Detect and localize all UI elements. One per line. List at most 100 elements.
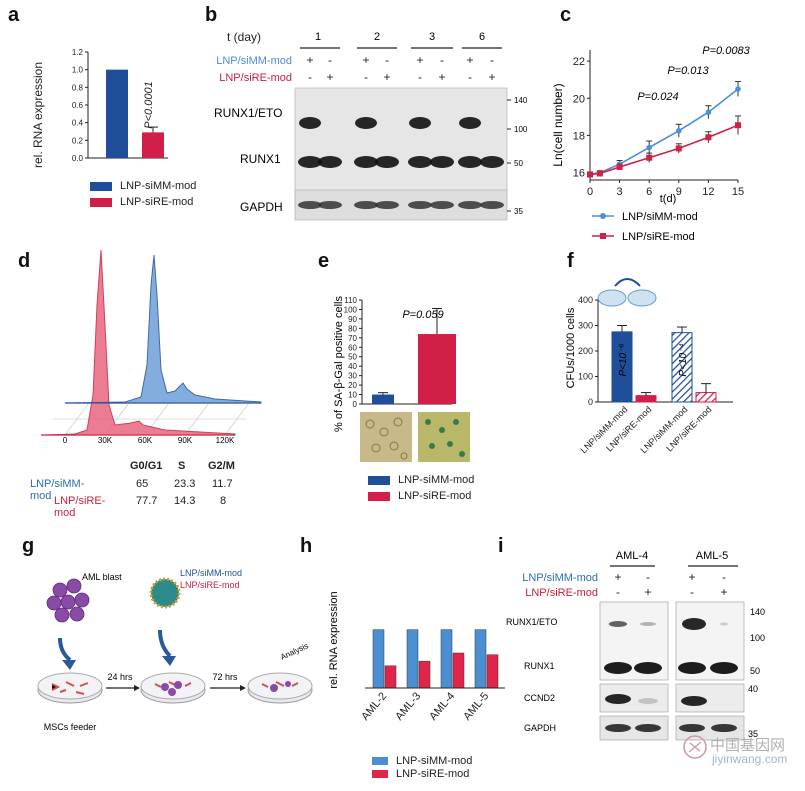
row-label-sire: LNP/siRE-mod [525, 587, 598, 599]
bar [372, 394, 394, 404]
panel-e-ylabel: % of SA-β-Gal positive cells [333, 296, 345, 432]
legend-label: LNP/siRE-mod [622, 231, 695, 243]
table-cell: 11.7 [212, 478, 233, 490]
data-point [646, 144, 652, 151]
band-gapdh [458, 201, 482, 209]
dish-icon [140, 672, 206, 704]
band-ccnd2 [638, 698, 658, 704]
x-tick-label: 12 [702, 186, 714, 198]
panel-label-c: c [560, 4, 572, 26]
panel-c-pvalue-3: P=0.0083 [702, 45, 750, 57]
data-point [735, 86, 741, 92]
data-point [587, 171, 593, 178]
bar [486, 654, 499, 689]
lnp-particle-icon [149, 577, 181, 609]
blot-label-gapdh: GAPDH [240, 200, 283, 214]
band-runx1eto [355, 117, 377, 129]
band-gapdh [375, 201, 399, 209]
y-tick-label: 1.0 [72, 66, 84, 75]
legend-label: LNP-siMM-mod [398, 474, 475, 486]
panel-f-pvalue-2: P<10⁻⁴ [678, 343, 689, 376]
lnp-label-1: LNP/siMM-mod [180, 568, 242, 578]
panel-e-pvalue: P=0.059 [402, 309, 443, 321]
table-cell: 8 [220, 495, 227, 507]
lane-mark: + [488, 70, 495, 84]
lane-mark: + [466, 53, 473, 67]
lane-mark: - [646, 570, 650, 584]
day-label-3: 3 [429, 31, 435, 43]
feeder-label: MSCs feeder [44, 722, 97, 732]
y-tick-label: 60 [348, 343, 357, 352]
panel-label-i: i [498, 535, 504, 557]
y-tick-label: 110 [344, 296, 357, 305]
panel-d-histogram: 0 30K 60K 90K 120K [41, 249, 262, 445]
y-tick-label: 0.0 [72, 154, 84, 163]
panel-c-legend: LNP/siMM-mod LNP/siRE-mod [592, 211, 698, 243]
bar [106, 69, 128, 158]
marker-100: 100 [514, 125, 528, 134]
y-tick-label: 300 [578, 321, 593, 331]
lane-mark: - [468, 70, 472, 84]
band-gapdh [298, 201, 322, 209]
band-runx1 [298, 156, 322, 168]
x-tick-label: 3 [617, 186, 623, 198]
dish-icon [247, 672, 313, 704]
lane-mark: - [690, 585, 694, 599]
x-tick-label: AML-5 [461, 690, 491, 723]
marker-140: 140 [514, 96, 528, 105]
panel-label-h: h [300, 535, 313, 557]
legend-label: LNP-siMM-mod [120, 180, 197, 192]
band-runx1 [480, 156, 504, 168]
micrograph-simm [360, 412, 412, 462]
y-tick-label: 200 [578, 346, 593, 356]
lane-mark: - [308, 70, 312, 84]
watermark-logo-icon [682, 734, 708, 765]
y-tick-label: 0.6 [72, 101, 84, 110]
table-header: S [178, 460, 186, 472]
d-xtick: 90K [178, 436, 193, 445]
panel-h-legend-item-1: LNP-siMM-mod [372, 755, 472, 767]
panel-f-chart: 0100200300400LNP/siMM-modLNP/siRE-modLNP… [565, 278, 733, 455]
x-tick-label: 6 [646, 186, 652, 198]
x-tick-label: 15 [732, 186, 744, 198]
panel-label-g: g [22, 535, 35, 557]
panel-a-ylabel: rel. RNA expression [31, 62, 45, 168]
panel-a-pvalue: P<0.0001 [143, 81, 155, 128]
day-label-2: 2 [374, 31, 380, 43]
y-tick-label: 20 [348, 381, 357, 390]
lane-mark: + [438, 70, 445, 84]
marker-140: 140 [750, 607, 765, 617]
lane-mark: - [418, 70, 422, 84]
x-tick-label: 0 [587, 186, 593, 198]
y-tick-label: 30 [348, 372, 357, 381]
blot-label-gapdh: GAPDH [524, 723, 556, 733]
lane-mark: - [440, 53, 444, 67]
lane-mark: + [362, 53, 369, 67]
down-arrow-icon [58, 637, 72, 662]
legend-label: LNP-siRE-mod [396, 768, 470, 780]
y-tick-label: 0.4 [72, 119, 84, 128]
lane-mark: + [326, 70, 333, 84]
marker-50: 50 [514, 159, 523, 168]
panel-c-chart: 16 18 20 22 0 3 6 9 12 15 Ln(cell number) t(d) P=… [551, 45, 751, 205]
lane-mark: + [614, 570, 621, 584]
band-gapdh [635, 724, 661, 732]
dish-icon [597, 289, 627, 307]
panel-e-legend-item-1: LNP-siMM-mod [368, 474, 474, 486]
data-point [596, 170, 603, 177]
y-tick-label: 16 [573, 168, 585, 180]
x-tick-label: 9 [676, 186, 682, 198]
lane-mark: - [328, 53, 332, 67]
y-tick-label: 22 [573, 56, 585, 68]
bar [695, 392, 717, 403]
bar [635, 395, 657, 403]
y-tick-label: 0.8 [72, 83, 84, 92]
bar [418, 334, 456, 404]
band-runx1 [604, 662, 632, 674]
legend-swatch [90, 181, 112, 191]
band-gapdh [354, 201, 378, 209]
watermark-cn: 中国基因网 [710, 737, 786, 754]
panel-e-legend-item-2: LNP-siRE-mod [368, 490, 471, 502]
d-xtick: 120K [216, 436, 235, 445]
histogram-sire [44, 249, 236, 436]
